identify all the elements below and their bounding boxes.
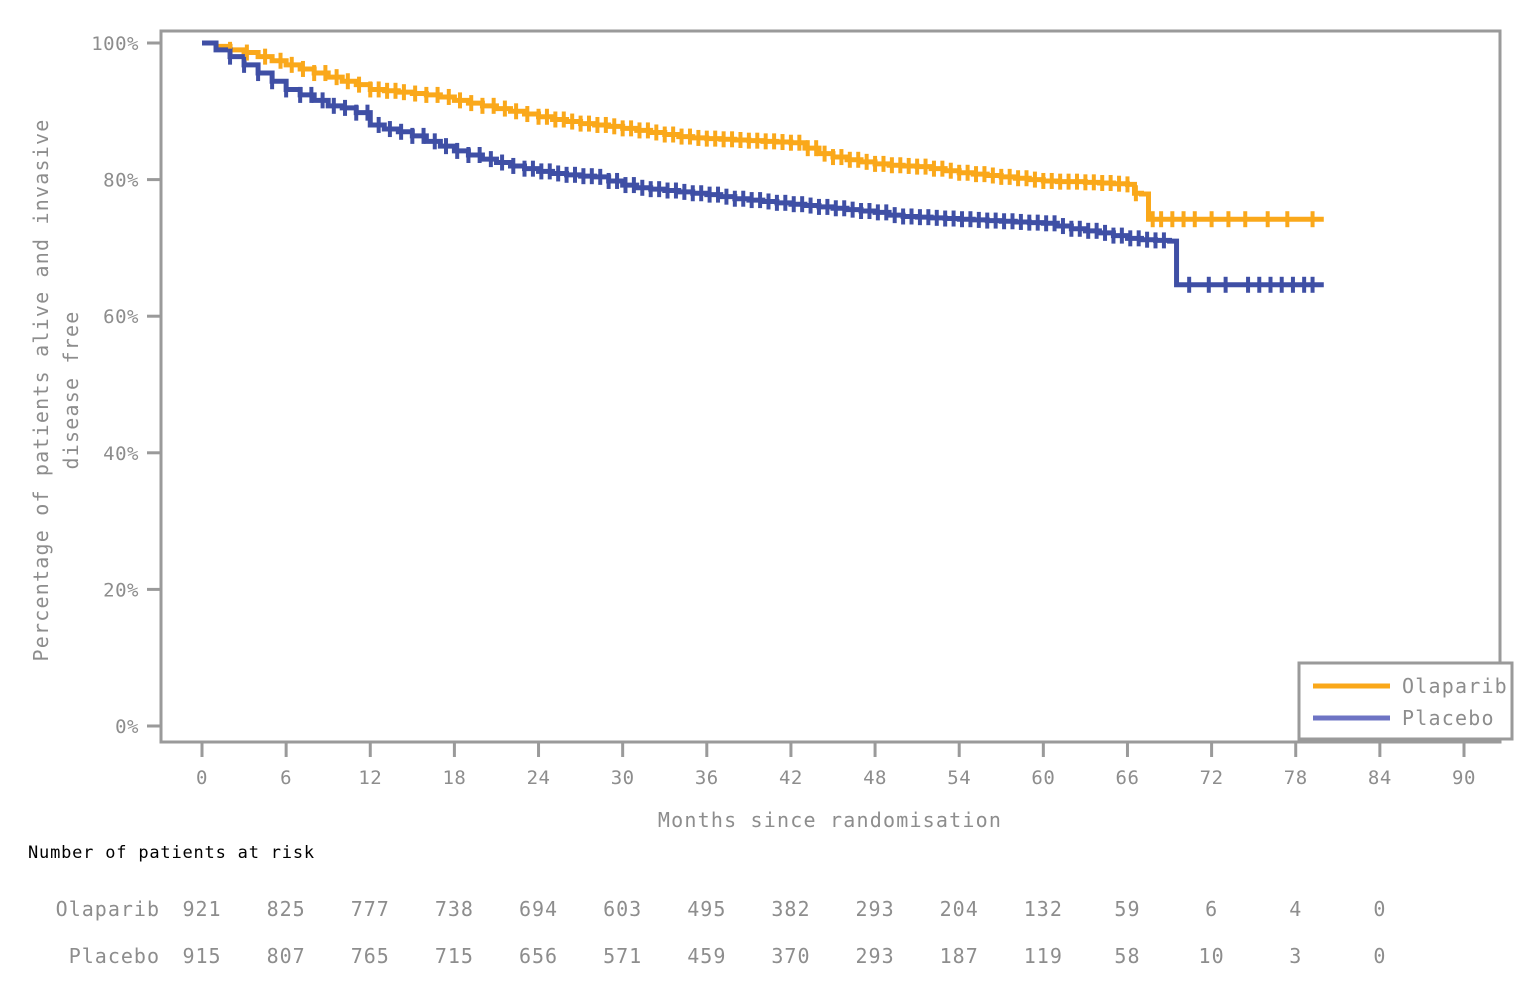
- risk-cell: 187: [940, 944, 979, 968]
- y-axis-ticks: 0% 20% 40% 60% 80% 100%: [91, 33, 161, 738]
- y-tick-label: 20%: [103, 579, 139, 601]
- risk-cell: 825: [267, 897, 306, 921]
- risk-cell: 571: [603, 944, 642, 968]
- x-axis-title: Months since randomisation: [658, 808, 1002, 832]
- x-tick-label: 36: [695, 767, 719, 789]
- y-tick-label: 40%: [103, 443, 139, 465]
- risk-cell: 807: [267, 944, 306, 968]
- plot-frame: [159, 29, 1502, 744]
- x-tick-label: 84: [1368, 767, 1392, 789]
- risk-cell: 694: [519, 897, 558, 921]
- risk-cell: 3: [1289, 944, 1302, 968]
- risk-cell: 0: [1373, 944, 1386, 968]
- y-axis-title-line1: Percentage of patients alive and invasiv…: [29, 119, 53, 662]
- x-tick-label: 24: [527, 767, 551, 789]
- risk-cell: 58: [1114, 944, 1140, 968]
- x-axis-ticks: 0 6 12 18 24 30 36 42 48 54 60 66 72 78 84 90: [196, 742, 1476, 789]
- risk-cell: 293: [856, 897, 895, 921]
- risk-cell: 921: [182, 897, 221, 921]
- x-tick-label: 18: [442, 767, 466, 789]
- risk-cell: 59: [1114, 897, 1140, 921]
- risk-cell: 0: [1373, 897, 1386, 921]
- y-tick-label: 60%: [103, 306, 139, 328]
- x-tick-label: 72: [1200, 767, 1224, 789]
- risk-cell: 204: [940, 897, 979, 921]
- risk-row-label: Placebo: [69, 944, 160, 968]
- risk-cell: 459: [687, 944, 726, 968]
- risk-cell: 382: [771, 897, 810, 921]
- risk-row-label: Olaparib: [56, 897, 160, 921]
- survival-curves: [202, 40, 1324, 288]
- risk-cell: 915: [182, 944, 221, 968]
- risk-cell: 603: [603, 897, 642, 921]
- x-tick-label: 0: [196, 767, 208, 789]
- risk-table-header: Number of patients at risk: [28, 843, 315, 863]
- legend-box: [1297, 661, 1514, 741]
- risk-cell: 370: [771, 944, 810, 968]
- y-tick-label: 80%: [103, 170, 139, 192]
- risk-cell: 10: [1199, 944, 1225, 968]
- x-tick-label: 48: [863, 767, 887, 789]
- y-tick-label: 100%: [91, 33, 139, 55]
- risk-cell: 715: [435, 944, 474, 968]
- x-tick-label: 78: [1284, 767, 1308, 789]
- risk-cell: 119: [1024, 944, 1063, 968]
- risk-table-rows: Olaparib 921 825 777 738 694 603 495 382 293 204 13…: [56, 897, 1386, 968]
- risk-cell: 4: [1289, 897, 1302, 921]
- y-axis-title-line2: disease free: [59, 311, 83, 470]
- censor-marks: [228, 41, 1315, 293]
- risk-cell: 765: [351, 944, 390, 968]
- x-tick-label: 6: [280, 767, 292, 789]
- chart-legend[interactable]: Olaparib Placebo: [1297, 661, 1514, 741]
- risk-cell: 495: [687, 897, 726, 921]
- legend-label-placebo: Placebo: [1402, 706, 1495, 730]
- legend-label-olaparib: Olaparib: [1402, 674, 1508, 698]
- x-tick-label: 54: [947, 767, 971, 789]
- risk-cell: 293: [856, 944, 895, 968]
- y-axis-title: Percentage of patients alive and invasiv…: [29, 119, 83, 662]
- risk-cell: 777: [351, 897, 390, 921]
- x-tick-label: 12: [358, 767, 382, 789]
- risk-table: Number of patients at risk Olaparib 921 82…: [28, 843, 1386, 968]
- x-tick-label: 66: [1116, 767, 1140, 789]
- x-tick-label: 90: [1452, 767, 1476, 789]
- y-tick-label: 0%: [115, 716, 139, 738]
- risk-cell: 6: [1205, 897, 1218, 921]
- x-tick-label: 60: [1031, 767, 1055, 789]
- survival-curve-placebo: [202, 40, 1324, 288]
- risk-cell: 132: [1024, 897, 1063, 921]
- x-tick-label: 42: [779, 767, 803, 789]
- x-tick-label: 30: [611, 767, 635, 789]
- survival-curve-olaparib: [202, 40, 1324, 222]
- risk-cell: 656: [519, 944, 558, 968]
- risk-cell: 738: [435, 897, 474, 921]
